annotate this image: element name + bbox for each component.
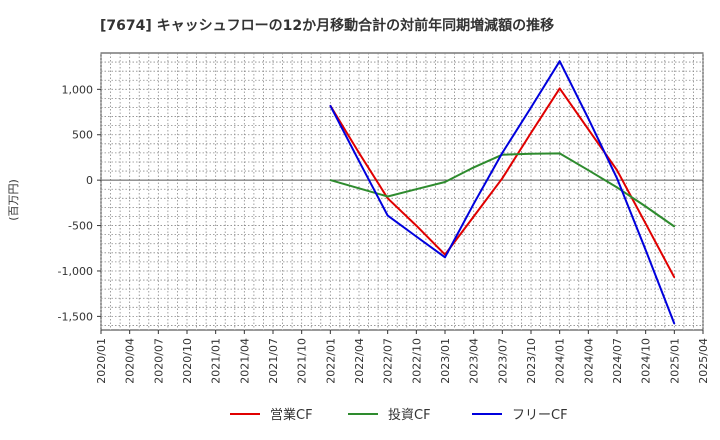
x-tick-labels: 2020/01 2020/04 2020/07 2020/10 2021/01 2021/… bbox=[95, 330, 710, 384]
data-point bbox=[358, 160, 360, 162]
data-point bbox=[587, 169, 590, 171]
x-tick-label: 2020/04 bbox=[124, 338, 137, 384]
y-tick-label: -1,500 bbox=[58, 310, 93, 323]
x-tick-label: 2025/04 bbox=[697, 338, 710, 384]
x-tick-label: 2024/04 bbox=[582, 338, 595, 384]
data-point bbox=[329, 179, 332, 181]
data-point bbox=[501, 177, 504, 180]
data-point bbox=[415, 235, 418, 238]
y-tick-label: -1,000 bbox=[58, 265, 93, 278]
x-tick-label: 2023/07 bbox=[496, 338, 509, 384]
data-point bbox=[644, 249, 647, 251]
x-tick-label: 2020/07 bbox=[152, 338, 165, 384]
y-tick-label: -500 bbox=[68, 220, 93, 233]
data-point bbox=[673, 322, 676, 325]
x-tick-label: 2022/01 bbox=[324, 338, 337, 384]
data-point bbox=[558, 152, 561, 155]
plot-frame bbox=[100, 52, 704, 331]
data-point bbox=[587, 128, 590, 131]
x-tick-label: 2020/10 bbox=[181, 338, 194, 384]
data-point bbox=[386, 195, 389, 198]
data-point bbox=[644, 205, 647, 208]
series-lines bbox=[329, 60, 676, 325]
data-point bbox=[472, 202, 475, 205]
x-tick-label: 2021/07 bbox=[267, 338, 280, 384]
x-tick-label: 2020/01 bbox=[95, 338, 108, 384]
data-point bbox=[386, 214, 389, 217]
data-point bbox=[616, 186, 618, 189]
data-point bbox=[616, 177, 618, 180]
x-tick-label: 2021/04 bbox=[238, 338, 251, 384]
x-tick-label: 2023/10 bbox=[525, 338, 538, 384]
data-point bbox=[587, 117, 590, 120]
data-point bbox=[558, 87, 561, 90]
data-point bbox=[472, 166, 475, 169]
data-point bbox=[329, 104, 332, 107]
x-tick-label: 2024/01 bbox=[554, 338, 567, 384]
data-point bbox=[415, 188, 418, 191]
data-point bbox=[444, 181, 446, 183]
y-tick-labels: 1,000 500 0 -500 -1,000 -1,500 bbox=[58, 83, 101, 323]
x-tick-label: 2021/01 bbox=[210, 338, 223, 384]
data-point bbox=[673, 276, 676, 279]
data-point bbox=[558, 60, 561, 62]
x-tick-label: 2022/07 bbox=[382, 338, 395, 384]
data-point bbox=[530, 106, 532, 109]
legend: 営業CF 投資CF フリーCF bbox=[230, 407, 568, 423]
x-tick-label: 2022/04 bbox=[353, 338, 366, 384]
data-point bbox=[501, 152, 504, 154]
data-point bbox=[644, 222, 647, 225]
data-point bbox=[358, 152, 360, 154]
data-point bbox=[444, 256, 446, 259]
x-tick-label: 2024/10 bbox=[640, 338, 653, 384]
x-tick-label: 2021/10 bbox=[296, 338, 309, 384]
plot-area bbox=[100, 52, 704, 331]
data-point bbox=[530, 132, 532, 134]
data-point bbox=[616, 169, 618, 171]
y-axis-label: (百万円) bbox=[7, 179, 20, 221]
x-tick-label: 2025/01 bbox=[668, 338, 681, 384]
x-tick-label: 2024/07 bbox=[611, 338, 624, 384]
data-point bbox=[673, 225, 676, 228]
y-tick-label: 500 bbox=[72, 129, 93, 142]
x-tick-label: 2023/01 bbox=[439, 338, 452, 384]
x-tick-label: 2022/10 bbox=[410, 338, 423, 384]
x-tick-label: 2023/04 bbox=[468, 338, 481, 384]
legend-label: 投資CF bbox=[388, 407, 431, 423]
data-point bbox=[415, 224, 418, 227]
legend-label: フリーCF bbox=[512, 408, 568, 423]
data-point bbox=[530, 153, 532, 155]
data-point bbox=[472, 215, 475, 218]
data-point bbox=[358, 187, 360, 190]
data-point bbox=[386, 197, 389, 200]
legend-label: 営業CF bbox=[270, 407, 313, 423]
chart-title: [7674] キャッシュフローの12か月移動合計の対前年同期増減額の推移 bbox=[100, 17, 554, 34]
y-tick-label: 1,000 bbox=[62, 83, 94, 96]
y-tick-label: 0 bbox=[86, 174, 93, 187]
